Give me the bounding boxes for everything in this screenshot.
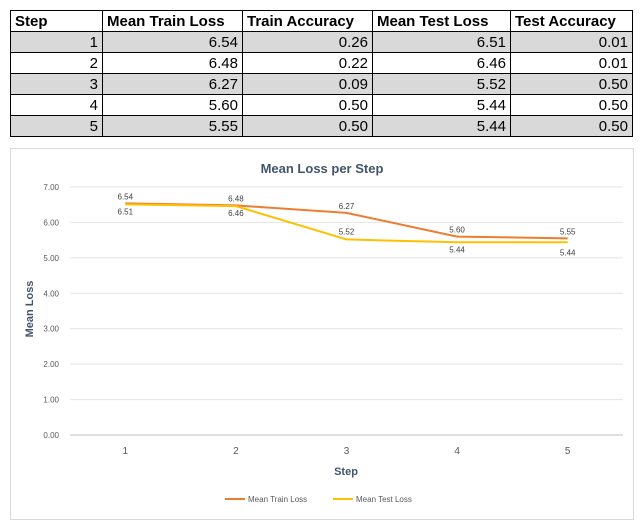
y-tick-label: 5.00 [43,254,59,263]
legend-label-train: Mean Train Loss [248,495,307,504]
x-tick-label: 2 [233,446,239,457]
y-tick-label: 3.00 [43,325,59,334]
cell-mean-test-loss: 6.51 [372,31,511,53]
test-loss-data-label: 6.51 [118,207,134,216]
test-loss-data-label: 5.52 [339,227,355,236]
cell-test-accuracy: 0.01 [510,31,633,53]
table-row: 4 5.60 0.50 5.44 0.50 [10,94,633,116]
table-row: 3 6.27 0.09 5.52 0.50 [10,73,633,95]
chart-legend: Mean Train Loss Mean Test Loss [225,495,412,504]
table-row: 5 5.55 0.50 5.44 0.50 [10,115,633,137]
x-axis-ticks: 1 2 3 4 5 [123,446,571,457]
y-tick-label: 0.00 [43,431,59,440]
cell-mean-test-loss: 6.46 [372,52,511,74]
header-step: Step [10,10,103,32]
chart-gridlines [70,186,623,436]
y-axis-title: Mean Loss [24,281,36,338]
x-tick-label: 1 [123,446,129,457]
train-loss-data-label: 6.27 [339,202,355,211]
cell-train-accuracy: 0.50 [242,115,373,137]
results-table: Step Mean Train Loss Train Accuracy Mean… [10,10,633,137]
cell-train-accuracy: 0.09 [242,73,373,95]
cell-test-accuracy: 0.50 [510,73,633,95]
cell-train-accuracy: 0.50 [242,94,373,116]
x-axis-title: Step [334,466,358,478]
y-tick-label: 7.00 [43,183,59,192]
loss-line-chart: Mean Loss per Step 0.00 1.00 2.00 3.00 4.00 5… [24,161,623,504]
cell-mean-train-loss: 6.27 [102,73,243,95]
cell-mean-train-loss: 6.48 [102,52,243,74]
train-loss-data-label: 5.55 [560,227,576,236]
cell-mean-test-loss: 5.44 [372,94,511,116]
y-axis-ticks: 0.00 1.00 2.00 3.00 4.00 5.00 6.00 7.00 [43,183,59,440]
train-loss-data-label: 6.48 [228,194,244,203]
legend-label-test: Mean Test Loss [356,495,412,504]
data-labels: 6.54 6.48 6.27 5.60 5.55 6.51 6.46 5.52 5.44 5.44 [118,192,577,257]
x-tick-label: 4 [454,446,460,457]
cell-step: 1 [10,31,103,53]
test-loss-data-label: 5.44 [449,245,465,254]
test-loss-data-label: 6.46 [228,209,244,218]
train-loss-data-label: 6.54 [118,192,134,201]
cell-test-accuracy: 0.01 [510,52,633,74]
mean-test-loss-line [125,203,568,244]
cell-step: 4 [10,94,103,116]
chart-title: Mean Loss per Step [261,161,384,176]
cell-train-accuracy: 0.26 [242,31,373,53]
header-train-accuracy: Train Accuracy [242,10,373,32]
table-row: 2 6.48 0.22 6.46 0.01 [10,52,633,74]
header-mean-train-loss: Mean Train Loss [102,10,243,32]
y-tick-label: 6.00 [43,218,59,227]
cell-step: 3 [10,73,103,95]
y-tick-label: 2.00 [43,360,59,369]
chart-series [125,202,568,244]
cell-train-accuracy: 0.22 [242,52,373,74]
cell-mean-train-loss: 5.55 [102,115,243,137]
loss-chart-container: Mean Loss per Step 0.00 1.00 2.00 3.00 4.00 5… [10,148,634,520]
train-loss-data-label: 5.60 [449,226,465,235]
y-tick-label: 1.00 [43,396,59,405]
header-test-accuracy: Test Accuracy [510,10,633,32]
cell-test-accuracy: 0.50 [510,115,633,137]
cell-mean-test-loss: 5.44 [372,115,511,137]
table-row: 1 6.54 0.26 6.51 0.01 [10,31,633,53]
x-tick-label: 3 [344,446,350,457]
y-tick-label: 4.00 [43,289,59,298]
x-tick-label: 5 [565,446,571,457]
results-table-container: Step Mean Train Loss Train Accuracy Mean… [10,10,633,137]
header-mean-test-loss: Mean Test Loss [372,10,511,32]
cell-step: 5 [10,115,103,137]
table-header-row: Step Mean Train Loss Train Accuracy Mean… [10,10,633,32]
cell-mean-train-loss: 6.54 [102,31,243,53]
test-loss-data-label: 5.44 [560,248,576,257]
cell-mean-test-loss: 5.52 [372,73,511,95]
cell-step: 2 [10,52,103,74]
cell-mean-train-loss: 5.60 [102,94,243,116]
cell-test-accuracy: 0.50 [510,94,633,116]
